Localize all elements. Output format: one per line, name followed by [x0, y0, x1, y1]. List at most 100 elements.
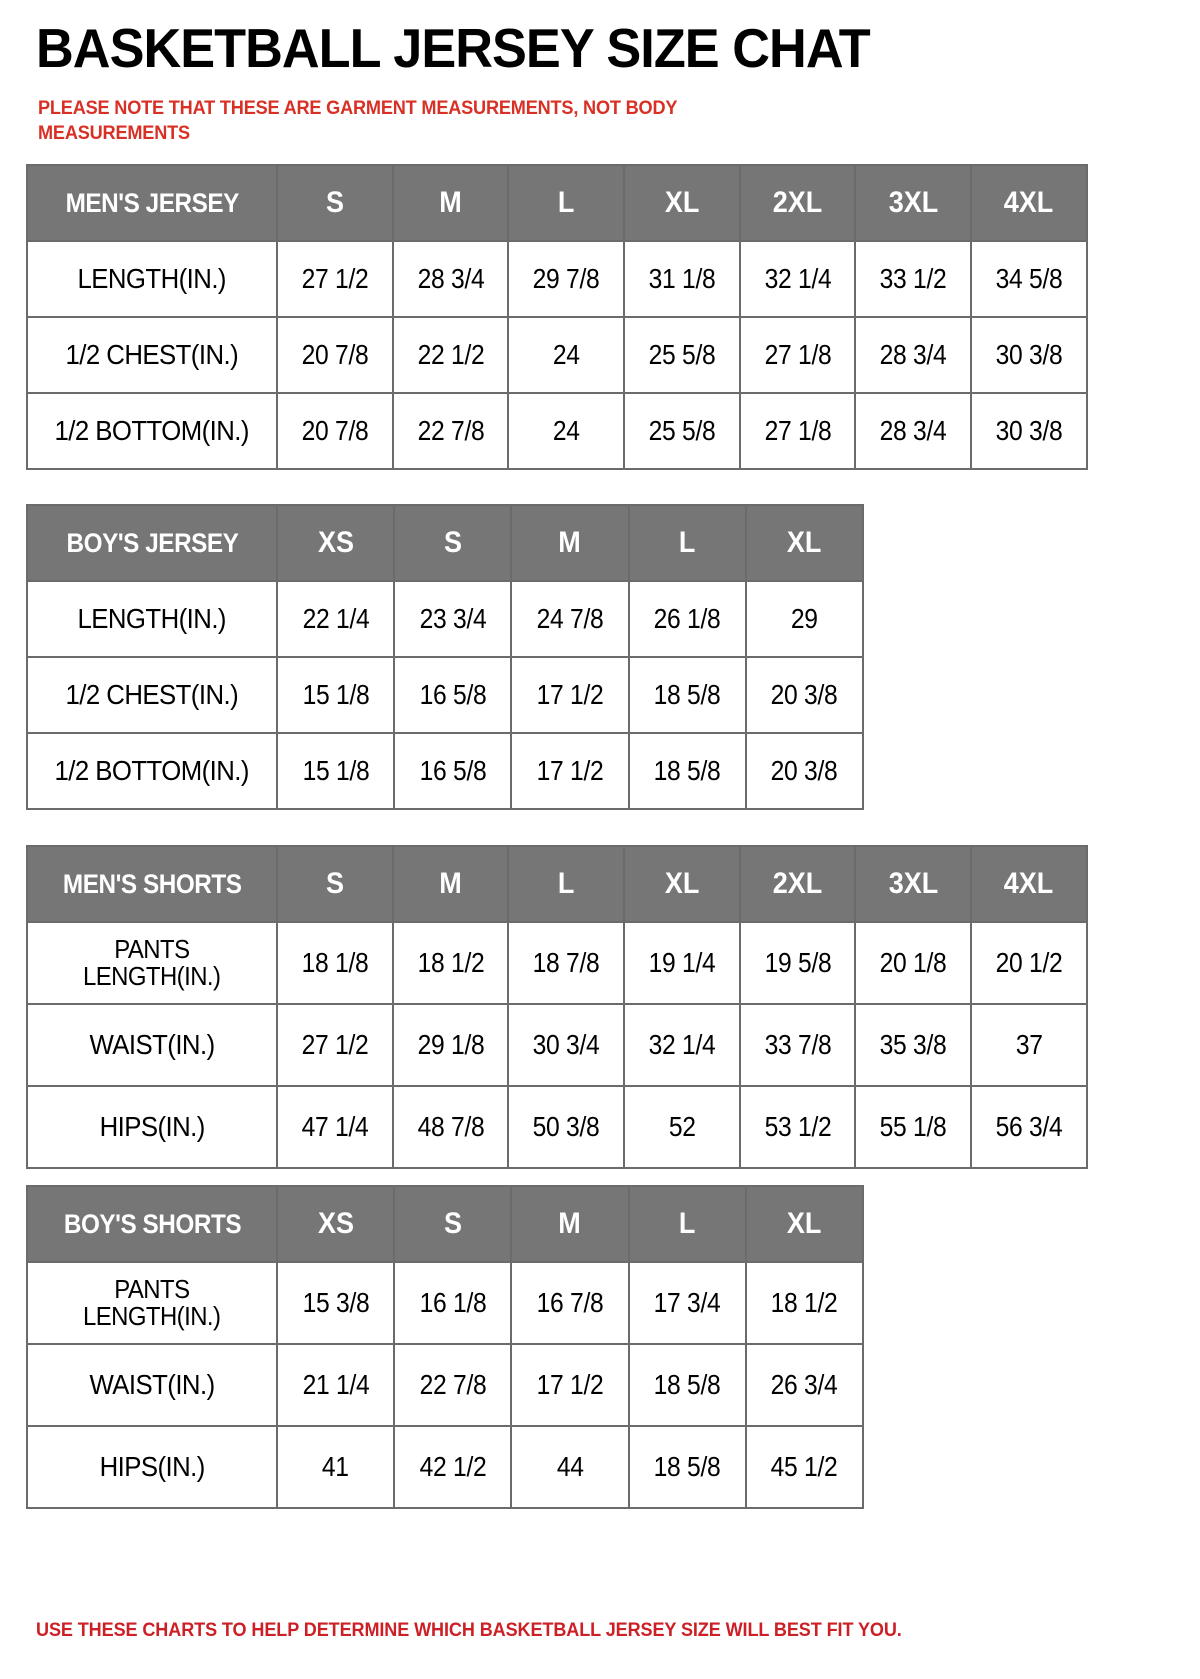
measurement-cell: 16 1/8 [393, 1261, 513, 1345]
column-header-4xl: 4XL [970, 164, 1088, 242]
measurement-value: 24 [552, 339, 580, 370]
table-row: WAIST(IN.) 27 1/2 29 1/8 30 3/4 32 1/4 33 7/8… [26, 1003, 1088, 1087]
row-label-text: 1/2 BOTTOM(IN.) [54, 755, 250, 786]
column-header-l: L [507, 164, 626, 242]
page-title: BASKETBALL JERSEY SIZE CHAT [36, 17, 871, 79]
measurement-cell: 27 1/8 [738, 392, 857, 470]
row-label-text: 1/2 CHEST(IN.) [65, 679, 239, 710]
column-header-label: L [557, 186, 575, 219]
row-label: WAIST(IN.) [26, 1003, 278, 1087]
table-row: 1/2 CHEST(IN.) 15 1/8 16 5/8 17 1/2 18 5/8 20… [26, 656, 864, 734]
column-header-xs: XS [275, 1185, 396, 1263]
measurement-cell: 45 1/2 [744, 1425, 864, 1509]
measurement-cell: 17 1/2 [510, 732, 630, 810]
measurement-value: 33 1/2 [879, 263, 947, 294]
measurement-cell: 17 3/4 [627, 1261, 747, 1345]
measurement-value: 26 1/8 [653, 603, 721, 634]
measurement-cell: 29 [744, 580, 864, 658]
table-corner-header-mens-jersey: MEN'S JERSEY [26, 164, 278, 242]
measurement-value: 19 5/8 [764, 947, 832, 978]
measurement-value: 18 1/2 [417, 947, 484, 978]
column-header-label: XL [787, 1207, 822, 1240]
measurement-cell: 26 1/8 [627, 580, 747, 658]
measurement-value: 20 1/2 [995, 947, 1063, 978]
row-label: PANTS LENGTH(IN.) [26, 1261, 278, 1345]
column-header-label: L [678, 1207, 696, 1240]
column-header-label: M [558, 1207, 582, 1240]
measurement-cell: 19 1/4 [623, 921, 741, 1005]
row-label-text: HIPS(IN.) [99, 1111, 205, 1142]
row-label-line1: PANTS [114, 933, 190, 964]
measurement-cell: 53 1/2 [738, 1085, 857, 1169]
measurement-value: 24 7/8 [536, 603, 604, 634]
row-label-text: HIPS(IN.) [99, 1451, 205, 1482]
measurement-value: 37 [1015, 1029, 1043, 1060]
measurement-value: 26 3/4 [770, 1369, 838, 1400]
measurement-value: 27 1/2 [301, 263, 369, 294]
table-corner-header-boys-jersey: BOY'S JERSEY [26, 504, 278, 582]
measurement-cell: 41 [275, 1425, 396, 1509]
measurement-cell: 30 3/4 [507, 1003, 626, 1087]
column-header-label: L [557, 867, 575, 900]
row-label-text: LENGTH(IN.) [77, 603, 227, 634]
measurement-value: 28 3/4 [879, 415, 947, 446]
measurement-value: 16 5/8 [419, 755, 487, 786]
measurement-value: 18 5/8 [653, 679, 721, 710]
measurement-cell: 30 3/8 [970, 392, 1088, 470]
table-header-row: BOY'S JERSEY XS S M L XL [26, 504, 864, 582]
measurement-value: 56 3/4 [995, 1111, 1063, 1142]
measurement-value: 18 5/8 [653, 1369, 721, 1400]
measurement-value: 15 1/8 [302, 755, 370, 786]
measurement-value: 15 1/8 [302, 679, 370, 710]
column-header-label: S [443, 1207, 462, 1240]
column-header-label: XL [787, 526, 822, 559]
measurement-cell: 24 [507, 392, 626, 470]
measurement-cell: 16 5/8 [393, 732, 513, 810]
measurement-cell: 15 3/8 [275, 1261, 396, 1345]
measurement-value: 32 1/4 [648, 1029, 716, 1060]
table-header-row: MEN'S JERSEY S M L XL 2XL 3XL 4XL [26, 164, 1088, 242]
row-label-line2: LENGTH(IN.) [83, 1301, 221, 1331]
column-header-label: 3XL [888, 186, 939, 219]
column-header-label: XL [664, 186, 700, 219]
column-header-label: 4XL [1004, 186, 1054, 219]
column-header-4xl: 4XL [970, 845, 1088, 923]
row-label: LENGTH(IN.) [26, 240, 278, 318]
column-header-label: XS [317, 1207, 354, 1240]
column-header-2xl: 2XL [738, 164, 857, 242]
measurement-value: 18 5/8 [653, 1451, 721, 1482]
table-row: PANTS LENGTH(IN.) 18 1/8 18 1/2 18 7/8 19 1/4… [26, 921, 1088, 1005]
row-label-text: 1/2 BOTTOM(IN.) [54, 415, 250, 446]
measurement-value: 29 [790, 603, 818, 634]
row-label: HIPS(IN.) [26, 1085, 278, 1169]
measurement-value: 44 [556, 1451, 584, 1482]
measurement-cell: 37 [970, 1003, 1088, 1087]
table-row: PANTS LENGTH(IN.) 15 3/8 16 1/8 16 7/8 17 3/4… [26, 1261, 864, 1345]
measurement-cell: 22 7/8 [393, 1343, 513, 1427]
measurement-cell: 44 [510, 1425, 630, 1509]
table-body: LENGTH(IN.) 22 1/4 23 3/4 24 7/8 26 1/8 29 1/2… [26, 580, 864, 810]
column-header-label: XS [317, 526, 354, 559]
measurement-value: 16 7/8 [536, 1287, 604, 1318]
table-header-row: MEN'S SHORTS S M L XL 2XL 3XL 4XL [26, 845, 1088, 923]
measurement-cell: 24 [507, 316, 626, 394]
row-label: 1/2 CHEST(IN.) [26, 316, 278, 394]
measurement-value: 53 1/2 [764, 1111, 832, 1142]
measurement-value: 48 7/8 [417, 1111, 484, 1142]
measurement-cell: 33 1/2 [854, 240, 973, 318]
measurement-value: 20 7/8 [301, 339, 369, 370]
column-header-label: S [325, 867, 344, 900]
measurement-value: 42 1/2 [419, 1451, 487, 1482]
table-body: LENGTH(IN.) 27 1/2 28 3/4 29 7/8 31 1/8 32 1/… [26, 240, 1088, 470]
measurement-cell: 33 7/8 [738, 1003, 857, 1087]
measurement-cell: 16 7/8 [510, 1261, 630, 1345]
measurement-cell: 18 1/2 [744, 1261, 864, 1345]
measurement-value: 47 1/4 [301, 1111, 369, 1142]
row-label: HIPS(IN.) [26, 1425, 278, 1509]
measurement-cell: 27 1/8 [738, 316, 857, 394]
row-label: WAIST(IN.) [26, 1343, 278, 1427]
measurement-value: 27 1/2 [301, 1029, 369, 1060]
row-label: 1/2 BOTTOM(IN.) [26, 392, 278, 470]
measurement-value: 16 5/8 [419, 679, 487, 710]
